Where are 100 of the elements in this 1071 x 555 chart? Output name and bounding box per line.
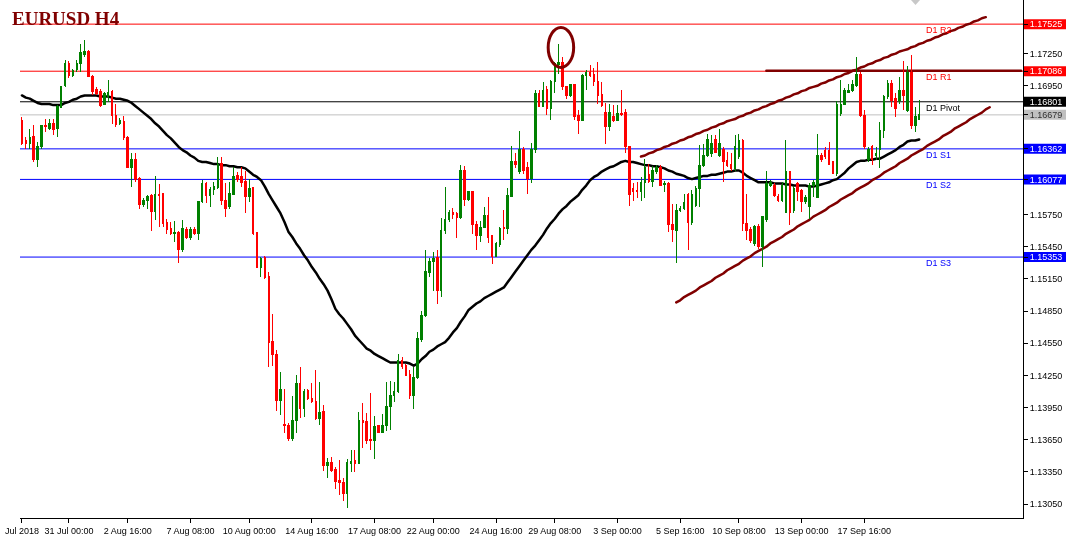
- candlestick: [48, 118, 51, 131]
- y-tick-label: 1.13350: [1029, 467, 1063, 478]
- candlestick: [173, 220, 177, 243]
- candlestick: [322, 404, 325, 472]
- y-tick-label: 1.17250: [1029, 48, 1063, 59]
- y-tick-label: 1.16679: [1029, 110, 1063, 121]
- candlestick: [698, 144, 702, 208]
- candlestick: [898, 76, 901, 105]
- candlestick: [541, 81, 545, 108]
- candlestick: [189, 226, 192, 241]
- candlestick: [302, 388, 306, 418]
- candlestick: [757, 223, 760, 250]
- y-tick-label: 1.16077: [1029, 174, 1063, 185]
- candlestick: [208, 186, 212, 208]
- candlestick: [710, 134, 713, 158]
- candlestick: [99, 88, 102, 108]
- candlestick: [247, 178, 251, 203]
- y-tick-label: 1.13050: [1029, 499, 1063, 510]
- candlestick: [369, 392, 372, 451]
- candlestick: [259, 256, 263, 278]
- x-tick-label: 2 Aug 16:00: [103, 525, 152, 536]
- candlestick: [467, 190, 470, 202]
- ref-line-label: D1 R2: [926, 25, 952, 35]
- candlestick: [157, 183, 161, 228]
- candlestick: [612, 104, 615, 123]
- candlestick: [236, 171, 239, 183]
- candlestick: [753, 224, 756, 247]
- candlestick: [298, 366, 302, 419]
- y-tick-label: 1.16801: [1029, 96, 1063, 107]
- candlestick: [674, 203, 678, 264]
- candlestick: [373, 415, 376, 460]
- candlestick: [788, 170, 792, 226]
- x-tick-label: 14 Aug 16:00: [285, 525, 339, 536]
- x-tick-label: 17 Sep 16:00: [837, 525, 892, 536]
- y-tick-label: 1.16362: [1029, 144, 1063, 155]
- candlestick: [169, 221, 173, 236]
- candlestick: [318, 381, 322, 426]
- y-tick-label: 1.14550: [1029, 338, 1063, 349]
- x-tick-label: 10 Sep 08:00: [712, 525, 766, 536]
- candlestick: [647, 163, 651, 184]
- candlestick: [279, 371, 282, 416]
- y-tick-label: 1.14250: [1029, 370, 1063, 381]
- candlestick: [32, 124, 36, 163]
- candlestick: [52, 118, 55, 136]
- x-tick-label: 13 Sep 00:00: [774, 525, 829, 536]
- candlestick: [690, 189, 694, 226]
- candlestick: [357, 411, 361, 465]
- candlestick: [502, 209, 506, 241]
- candlestick: [808, 182, 811, 220]
- candlestick: [118, 117, 122, 126]
- candlestick: [455, 211, 459, 239]
- x-tick-label: 5 Sep 16:00: [655, 525, 705, 536]
- candlestick: [326, 457, 329, 479]
- candlestick: [616, 104, 619, 122]
- candlestick: [79, 43, 83, 73]
- y-tick-label: 1.15450: [1029, 241, 1063, 252]
- candlestick: [353, 449, 357, 473]
- candlestick: [177, 230, 180, 264]
- candlestick: [906, 65, 909, 113]
- ref-line-label: D1 R1: [926, 72, 952, 82]
- candlestick: [385, 381, 388, 432]
- candlestick: [780, 181, 784, 203]
- candlestick: [28, 128, 32, 150]
- y-tick-label: 1.17086: [1029, 66, 1063, 77]
- candlestick: [435, 249, 439, 305]
- candlestick: [146, 194, 149, 210]
- candlestick: [44, 118, 47, 133]
- y-tick-label: 1.15150: [1029, 273, 1063, 284]
- candlestick: [361, 402, 365, 449]
- y-tick-label: 1.14850: [1029, 306, 1063, 317]
- x-tick-label: 24 Aug 16:00: [469, 525, 523, 536]
- candlestick: [106, 79, 110, 103]
- candlestick: [902, 60, 905, 111]
- candlestick: [604, 102, 608, 145]
- candlestick: [314, 369, 318, 421]
- candlestick: [377, 424, 380, 434]
- candlestick: [643, 158, 647, 199]
- x-tick-label: 29 Aug 08:00: [528, 525, 582, 536]
- candlestick: [537, 89, 541, 108]
- y-tick-label: 1.13650: [1029, 434, 1063, 445]
- y-tick-label: 1.17525: [1029, 19, 1063, 30]
- y-tick-label: 1.15750: [1029, 209, 1063, 220]
- candlestick: [545, 85, 549, 116]
- chart-title: EURUSD H4: [12, 7, 120, 29]
- candlestick: [459, 164, 463, 220]
- candlestick: [432, 251, 435, 292]
- candlestick: [663, 180, 666, 193]
- candlestick: [110, 89, 114, 125]
- x-tick-label: 3 Sep 00:00: [593, 525, 642, 536]
- x-tick-label: 10 Aug 00:00: [222, 525, 276, 536]
- ref-line-label: D1 S3: [926, 258, 952, 268]
- candlestick: [784, 139, 788, 214]
- candlestick: [243, 170, 247, 214]
- candlestick: [193, 226, 196, 236]
- candlestick: [737, 133, 741, 160]
- x-tick-label: 7 Aug 08:00: [166, 525, 215, 536]
- candlestick: [855, 56, 858, 88]
- candlestick: [772, 182, 776, 198]
- candlestick: [514, 152, 517, 169]
- ref-line-label: D1 S2: [926, 180, 952, 190]
